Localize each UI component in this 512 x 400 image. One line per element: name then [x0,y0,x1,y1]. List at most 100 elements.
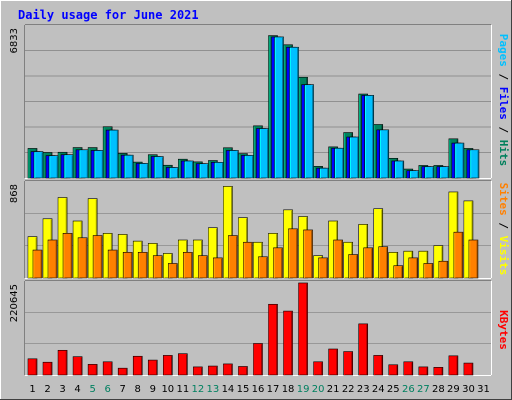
bar-kbytes-day-30-body [463,362,474,376]
bar-kbytes-day-19 [298,282,308,376]
bar-kbytes-day-29 [448,355,459,376]
x-tick-label-day-4: 4 [74,384,80,395]
panel-visits-ymax-label: 868 [9,184,20,203]
bar-kbytes-day-17 [268,303,278,376]
bar-pages-day-26 [409,170,420,179]
bar-pages-day-14-body [229,150,239,179]
bar-pages-day-26-body [409,170,420,179]
bar-kbytes-day-23-body [358,323,369,376]
x-tick-label-day-24: 24 [372,384,385,395]
bar-kbytes-day-25 [388,364,399,376]
x-tick-label-day-23: 23 [357,384,370,395]
bar-pages-day-15 [244,155,254,179]
x-axis-labels: 1 2 3 4 5 6 7 8 9 10 11 12 13 14 15 16 17 18 19 20 21 22 23 24 2… [29,384,490,395]
bar-sites-day-17-body [273,247,283,279]
bar-sites-day-2 [47,239,58,279]
bar-kbytes-day-6 [102,361,113,376]
bar-pages-day-20-body [319,167,329,179]
bar-pages-day-5-body [93,150,104,179]
x-tick-label-day-15: 15 [237,384,250,395]
bar-kbytes-day-27 [418,366,429,376]
bar-visits-day-24 [373,208,384,279]
legend-separator: / [497,216,510,236]
bar-sites-day-19-body [303,229,313,279]
bar-pages-day-24 [379,129,390,179]
x-tick-label-day-18: 18 [282,384,295,395]
bar-pages-day-22 [349,136,359,179]
x-tick-label-day-21: 21 [327,384,340,395]
bar-sites-day-6 [107,249,118,279]
bar-pages-day-10-body [168,167,179,179]
bar-kbytes-day-14-body [223,363,233,376]
bar-sites-day-3 [62,232,73,279]
bar-sites-day-1 [32,249,43,279]
legend-separator: / [497,120,510,140]
x-tick-label-day-1: 1 [29,384,35,395]
bar-pages-day-2 [48,155,59,179]
bar-sites-day-8 [137,251,148,279]
x-tick-label-day-17: 17 [267,384,280,395]
bar-pages-day-28 [439,166,450,179]
bar-sites-day-18-body [288,228,298,279]
x-tick-label-day-11: 11 [176,384,189,395]
bar-kbytes-day-12-body [193,366,203,376]
x-tick-label-day-31: 31 [477,384,490,395]
bar-kbytes-day-12 [193,366,203,376]
bar-sites-day-4-body [77,237,88,279]
bar-kbytes-day-10-body [162,355,173,376]
x-tick-label-day-14: 14 [222,384,235,395]
bar-pages-day-30-body [469,149,480,179]
panel-hits-ymax-label: 6833 [9,28,20,53]
bar-visits-day-30-body [463,200,474,279]
bar-kbytes-day-9-body [147,359,158,376]
x-tick-label-day-8: 8 [135,384,141,395]
bar-sites-day-4 [77,237,88,279]
bar-pages-day-8 [138,163,149,179]
bar-kbytes-day-5 [87,364,98,376]
bar-pages-day-12-body [199,163,209,179]
bar-sites-day-2-body [47,239,58,279]
bar-pages-day-7-body [123,154,134,179]
bar-sites-day-14 [228,235,238,279]
bar-sites-day-12 [198,255,208,279]
bar-sites-day-9-body [152,255,163,279]
bar-pages-day-25 [394,160,405,179]
bar-kbytes-day-6-body [102,361,113,376]
bar-kbytes-day-26-body [403,361,414,376]
bar-sites-day-16 [258,256,268,279]
bar-pages-day-16 [259,128,269,179]
bar-sites-day-22-body [348,254,358,279]
bar-kbytes-day-26 [403,361,414,376]
legend-sites: Sites [497,183,510,216]
bar-sites-day-30 [468,239,479,279]
bar-pages-day-6-body [108,129,119,179]
bar-kbytes-day-25-body [388,364,399,376]
bar-sites-day-10 [167,263,178,279]
bar-sites-day-20-body [318,257,328,279]
bar-sites-day-30-body [468,239,479,279]
bar-sites-day-9 [152,255,163,279]
bar-sites-day-10-body [167,263,178,279]
bar-sites-day-7 [122,251,133,279]
x-tick-label-day-6: 6 [104,384,110,395]
bar-kbytes-day-28 [433,367,444,376]
panel-kbytes-legend: KBytes [497,310,510,350]
bar-sites-day-23 [363,247,374,279]
bar-sites-day-21 [333,239,343,279]
bar-sites-day-15-body [243,241,253,279]
bar-sites-day-7-body [122,251,133,279]
chart-title: Daily usage for June 2021 [18,8,199,22]
bar-kbytes-day-2 [42,361,53,376]
bar-pages-day-8-body [138,163,149,179]
x-tick-label-day-5: 5 [89,384,95,395]
bar-pages-day-4-body [78,149,89,179]
bar-pages-day-17 [274,36,284,179]
bar-kbytes-day-11-body [178,353,188,376]
bar-kbytes-day-15-body [238,366,248,376]
bar-kbytes-day-7 [117,367,128,376]
bar-sites-day-20 [318,257,328,279]
bar-sites-day-29 [453,231,464,279]
bar-pages-day-15-body [244,155,254,179]
bar-kbytes-day-16-body [253,343,263,376]
bar-kbytes-day-21 [328,348,338,376]
